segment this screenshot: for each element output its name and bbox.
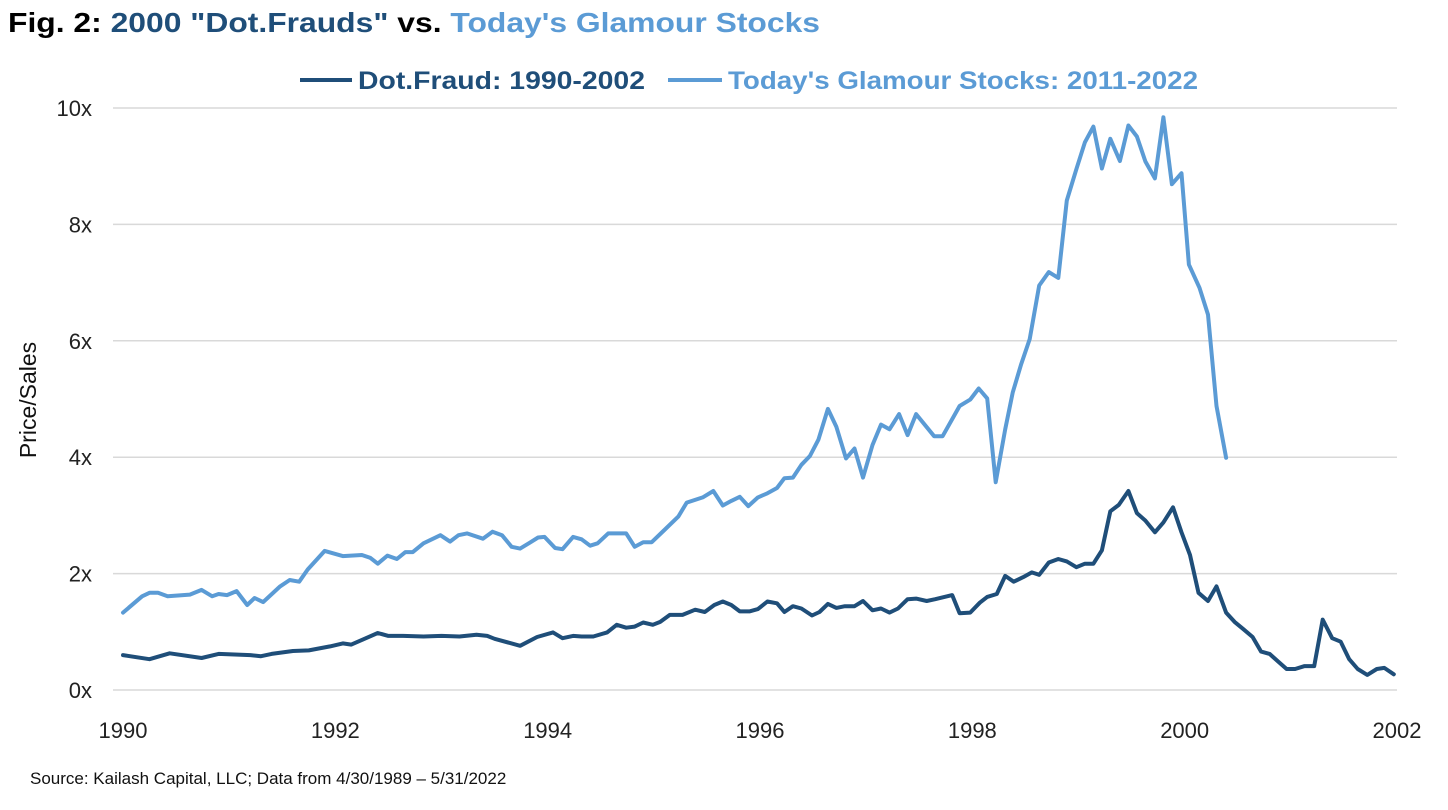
x-tick-label: 1992 xyxy=(311,718,360,743)
legend: Dot.Fraud: 1990-2002 Today's Glamour Sto… xyxy=(300,67,1198,95)
title-prefix: Fig. 2: xyxy=(8,7,111,38)
x-tick-label: 1996 xyxy=(736,718,785,743)
y-tick-label: 10x xyxy=(57,96,92,121)
chart-title: Fig. 2: 2000 "Dot.Frauds" vs. Today's Gl… xyxy=(8,7,820,38)
x-tick-labels: 1990 1992 1994 1996 1998 2000 2002 xyxy=(99,718,1422,743)
y-tick-label: 4x xyxy=(69,445,92,470)
y-tick-label: 6x xyxy=(69,329,92,354)
x-tick-label: 1998 xyxy=(948,718,997,743)
title-part-dotfrauds: 2000 "Dot.Frauds" xyxy=(111,7,389,38)
series-line-glamour-stocks xyxy=(121,115,1229,615)
title-vs: vs. xyxy=(388,7,450,38)
y-tick-label: 8x xyxy=(69,212,92,237)
y-tick-labels: 0x 2x 4x 6x 8x 10x xyxy=(57,96,92,703)
gridlines xyxy=(113,107,1397,691)
x-tick-label: 1990 xyxy=(99,718,148,743)
x-tick-label: 1994 xyxy=(523,718,572,743)
y-tick-label: 2x xyxy=(69,562,92,587)
legend-label-glamour: Today's Glamour Stocks: 2011-2022 xyxy=(728,67,1198,95)
legend-label-dotfraud: Dot.Fraud: 1990-2002 xyxy=(358,67,645,95)
source-note: Source: Kailash Capital, LLC; Data from … xyxy=(30,769,506,788)
title-part-glamour: Today's Glamour Stocks xyxy=(450,7,820,38)
x-tick-label: 2000 xyxy=(1160,718,1209,743)
series-line-dot-fraud xyxy=(121,489,1396,677)
x-tick-label: 2002 xyxy=(1373,718,1422,743)
series-lines xyxy=(121,115,1396,677)
y-axis-label: Price/Sales xyxy=(15,342,41,458)
y-tick-label: 0x xyxy=(69,678,92,703)
